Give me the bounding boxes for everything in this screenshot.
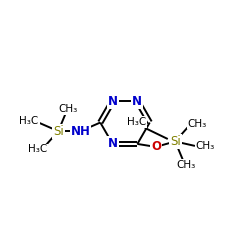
Text: CH₃: CH₃ [58, 104, 77, 114]
Text: CH₃: CH₃ [176, 160, 195, 170]
Text: NH: NH [70, 125, 90, 138]
Text: CH₃: CH₃ [196, 141, 215, 151]
Text: CH₃: CH₃ [188, 119, 207, 129]
Text: Si: Si [53, 125, 64, 138]
Text: N: N [108, 94, 118, 108]
Text: H₃C: H₃C [20, 116, 39, 126]
Text: H₃C: H₃C [127, 117, 146, 127]
Text: O: O [151, 140, 161, 153]
Text: N: N [108, 138, 118, 150]
Text: N: N [132, 94, 142, 108]
Text: H₃C: H₃C [28, 144, 47, 154]
Text: Si: Si [170, 135, 180, 148]
